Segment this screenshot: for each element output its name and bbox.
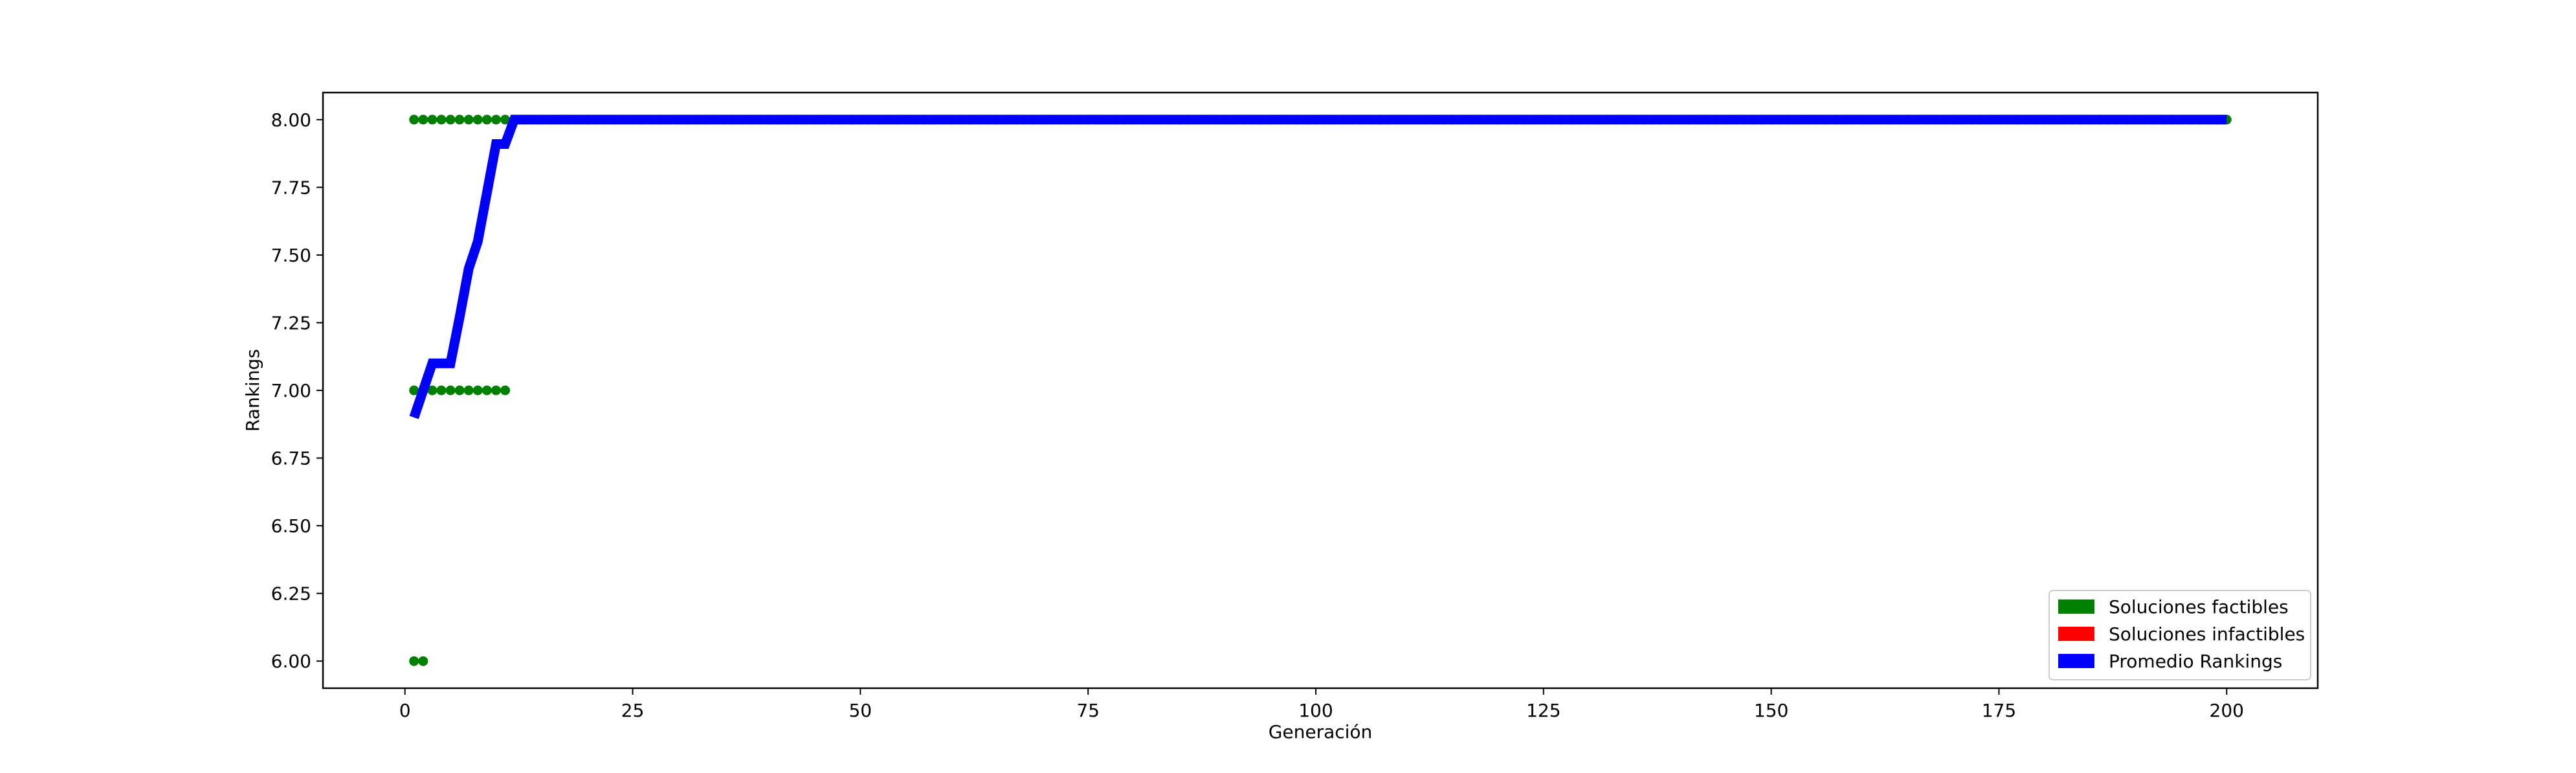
legend-swatch-infactibles	[2058, 627, 2094, 641]
axes-frame	[322, 91, 2319, 689]
factible-point	[491, 385, 501, 396]
factible-point	[445, 385, 456, 396]
factible-point	[463, 115, 474, 125]
factible-point	[418, 115, 428, 125]
legend-label-infactibles: Soluciones infactibles	[2109, 623, 2305, 645]
factible-point	[482, 115, 492, 125]
y-axis: 6.00 6.25 6.50 6.75 7.00 7.25 7.50 7.75 8.00	[271, 109, 323, 672]
factible-point	[500, 115, 510, 125]
y-tick-label: 6.75	[271, 448, 311, 469]
factible-point	[491, 115, 501, 125]
y-tick-label: 7.50	[271, 245, 311, 266]
x-tick-label: 125	[1526, 700, 1560, 721]
y-tick-label: 7.25	[271, 312, 311, 333]
x-tick-label: 200	[2210, 700, 2244, 721]
factible-point	[436, 115, 447, 125]
x-axis-label: Generación	[1269, 721, 1373, 743]
factible-point	[482, 385, 492, 396]
factible-point	[445, 115, 456, 125]
x-tick-label: 100	[1298, 700, 1333, 721]
factible-point	[472, 115, 483, 125]
legend-label-promedio: Promedio Rankings	[2109, 651, 2282, 672]
x-tick-label: 0	[399, 700, 411, 721]
y-tick-label: 6.50	[271, 515, 311, 537]
factible-point	[409, 385, 419, 396]
x-tick-label: 50	[849, 700, 872, 721]
factible-point	[436, 385, 447, 396]
factible-point	[418, 656, 428, 666]
factible-point	[500, 385, 510, 396]
legend-label-factibles: Soluciones factibles	[2109, 596, 2289, 618]
y-tick-label: 7.00	[271, 380, 311, 401]
x-tick-label: 25	[621, 700, 645, 721]
promedio-line	[409, 115, 2227, 420]
y-tick-label: 7.75	[271, 177, 311, 198]
y-tick-label: 8.00	[271, 109, 311, 131]
y-tick-label: 6.00	[271, 651, 311, 672]
factible-point	[427, 115, 438, 125]
legend-swatch-factibles	[2058, 599, 2094, 614]
factible-point	[409, 115, 419, 125]
factible-point	[463, 385, 474, 396]
factible-point	[409, 656, 419, 666]
plot-layer	[409, 115, 2232, 666]
factible-point	[454, 385, 465, 396]
y-axis-label: Rankings	[242, 349, 263, 432]
factible-point	[472, 385, 483, 396]
factible-point	[427, 385, 438, 396]
y-tick-label: 6.25	[271, 583, 311, 605]
factible-point	[454, 115, 465, 125]
legend: Soluciones factibles Soluciones infactib…	[2049, 590, 2311, 680]
x-tick-label: 150	[1754, 700, 1788, 721]
x-tick-label: 75	[1076, 700, 1100, 721]
x-axis: 0 25 50 75 100 125 150 175 200	[399, 688, 2244, 721]
x-tick-label: 175	[1982, 700, 2016, 721]
legend-box	[2049, 590, 2311, 680]
legend-swatch-promedio	[2058, 654, 2094, 668]
